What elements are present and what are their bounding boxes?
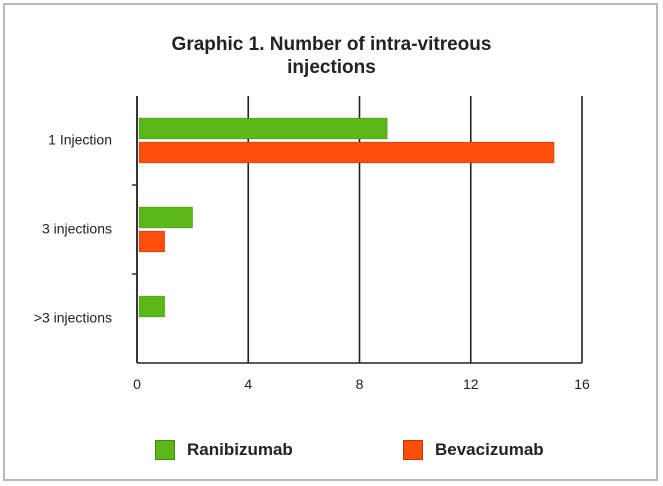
chart-title-line-2: injections: [287, 57, 376, 78]
category-label: 1 Injection: [48, 132, 112, 148]
x-tick-label: 0: [133, 376, 141, 392]
legend-item-bevacizumab: Bevacizumab: [403, 440, 544, 460]
category-label: >3 injections: [34, 310, 112, 326]
bar-ranibizumab-0: [138, 117, 388, 140]
legend-swatch-bevacizumab: [403, 440, 423, 460]
legend-item-ranibizumab: Ranibizumab: [155, 440, 293, 460]
chart-title-line-1: Graphic 1. Number of intra-vitreous: [171, 34, 492, 55]
bar-bevacizumab-0: [138, 141, 555, 164]
bar-ranibizumab-2: [138, 295, 166, 318]
x-tick-label: 4: [244, 376, 252, 392]
x-tick-label: 8: [356, 376, 364, 392]
legend-swatch-ranibizumab: [155, 440, 175, 460]
chart-frame: [3, 3, 658, 481]
legend-label-ranibizumab: Ranibizumab: [187, 440, 293, 459]
bar-bevacizumab-1: [138, 230, 166, 253]
bar-ranibizumab-1: [138, 206, 194, 229]
category-label: 3 injections: [42, 221, 112, 237]
x-tick-label: 12: [463, 376, 479, 392]
legend-label-bevacizumab: Bevacizumab: [435, 440, 544, 459]
x-tick-label: 16: [574, 376, 590, 392]
